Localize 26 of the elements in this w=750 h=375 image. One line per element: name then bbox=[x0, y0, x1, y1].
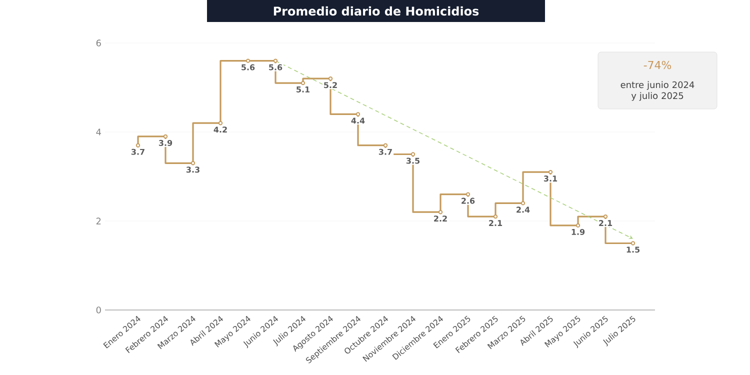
point bbox=[300, 80, 306, 86]
y-tick-label: 6 bbox=[96, 40, 101, 46]
point bbox=[576, 223, 580, 228]
point bbox=[218, 121, 223, 126]
point bbox=[493, 214, 498, 219]
point bbox=[630, 241, 636, 246]
point bbox=[163, 134, 168, 139]
y-tick-label: 0 bbox=[96, 306, 101, 314]
chart-title: Promedio diario de Homicidios bbox=[274, 6, 479, 16]
point bbox=[603, 214, 608, 219]
point bbox=[438, 210, 443, 214]
point bbox=[466, 192, 470, 196]
point bbox=[136, 143, 140, 148]
point bbox=[190, 161, 196, 166]
point bbox=[328, 76, 333, 81]
point bbox=[246, 58, 250, 63]
point bbox=[520, 201, 526, 206]
y-tick-label: 4 bbox=[96, 128, 101, 136]
point bbox=[273, 58, 278, 63]
point bbox=[410, 152, 416, 156]
annotation: entre junio 2024 y julio 2025 bbox=[620, 81, 694, 101]
y-tick-label: 2 bbox=[96, 218, 101, 224]
annotation: -74% bbox=[644, 60, 672, 70]
point bbox=[356, 112, 360, 116]
point bbox=[548, 170, 553, 174]
point bbox=[383, 143, 388, 148]
